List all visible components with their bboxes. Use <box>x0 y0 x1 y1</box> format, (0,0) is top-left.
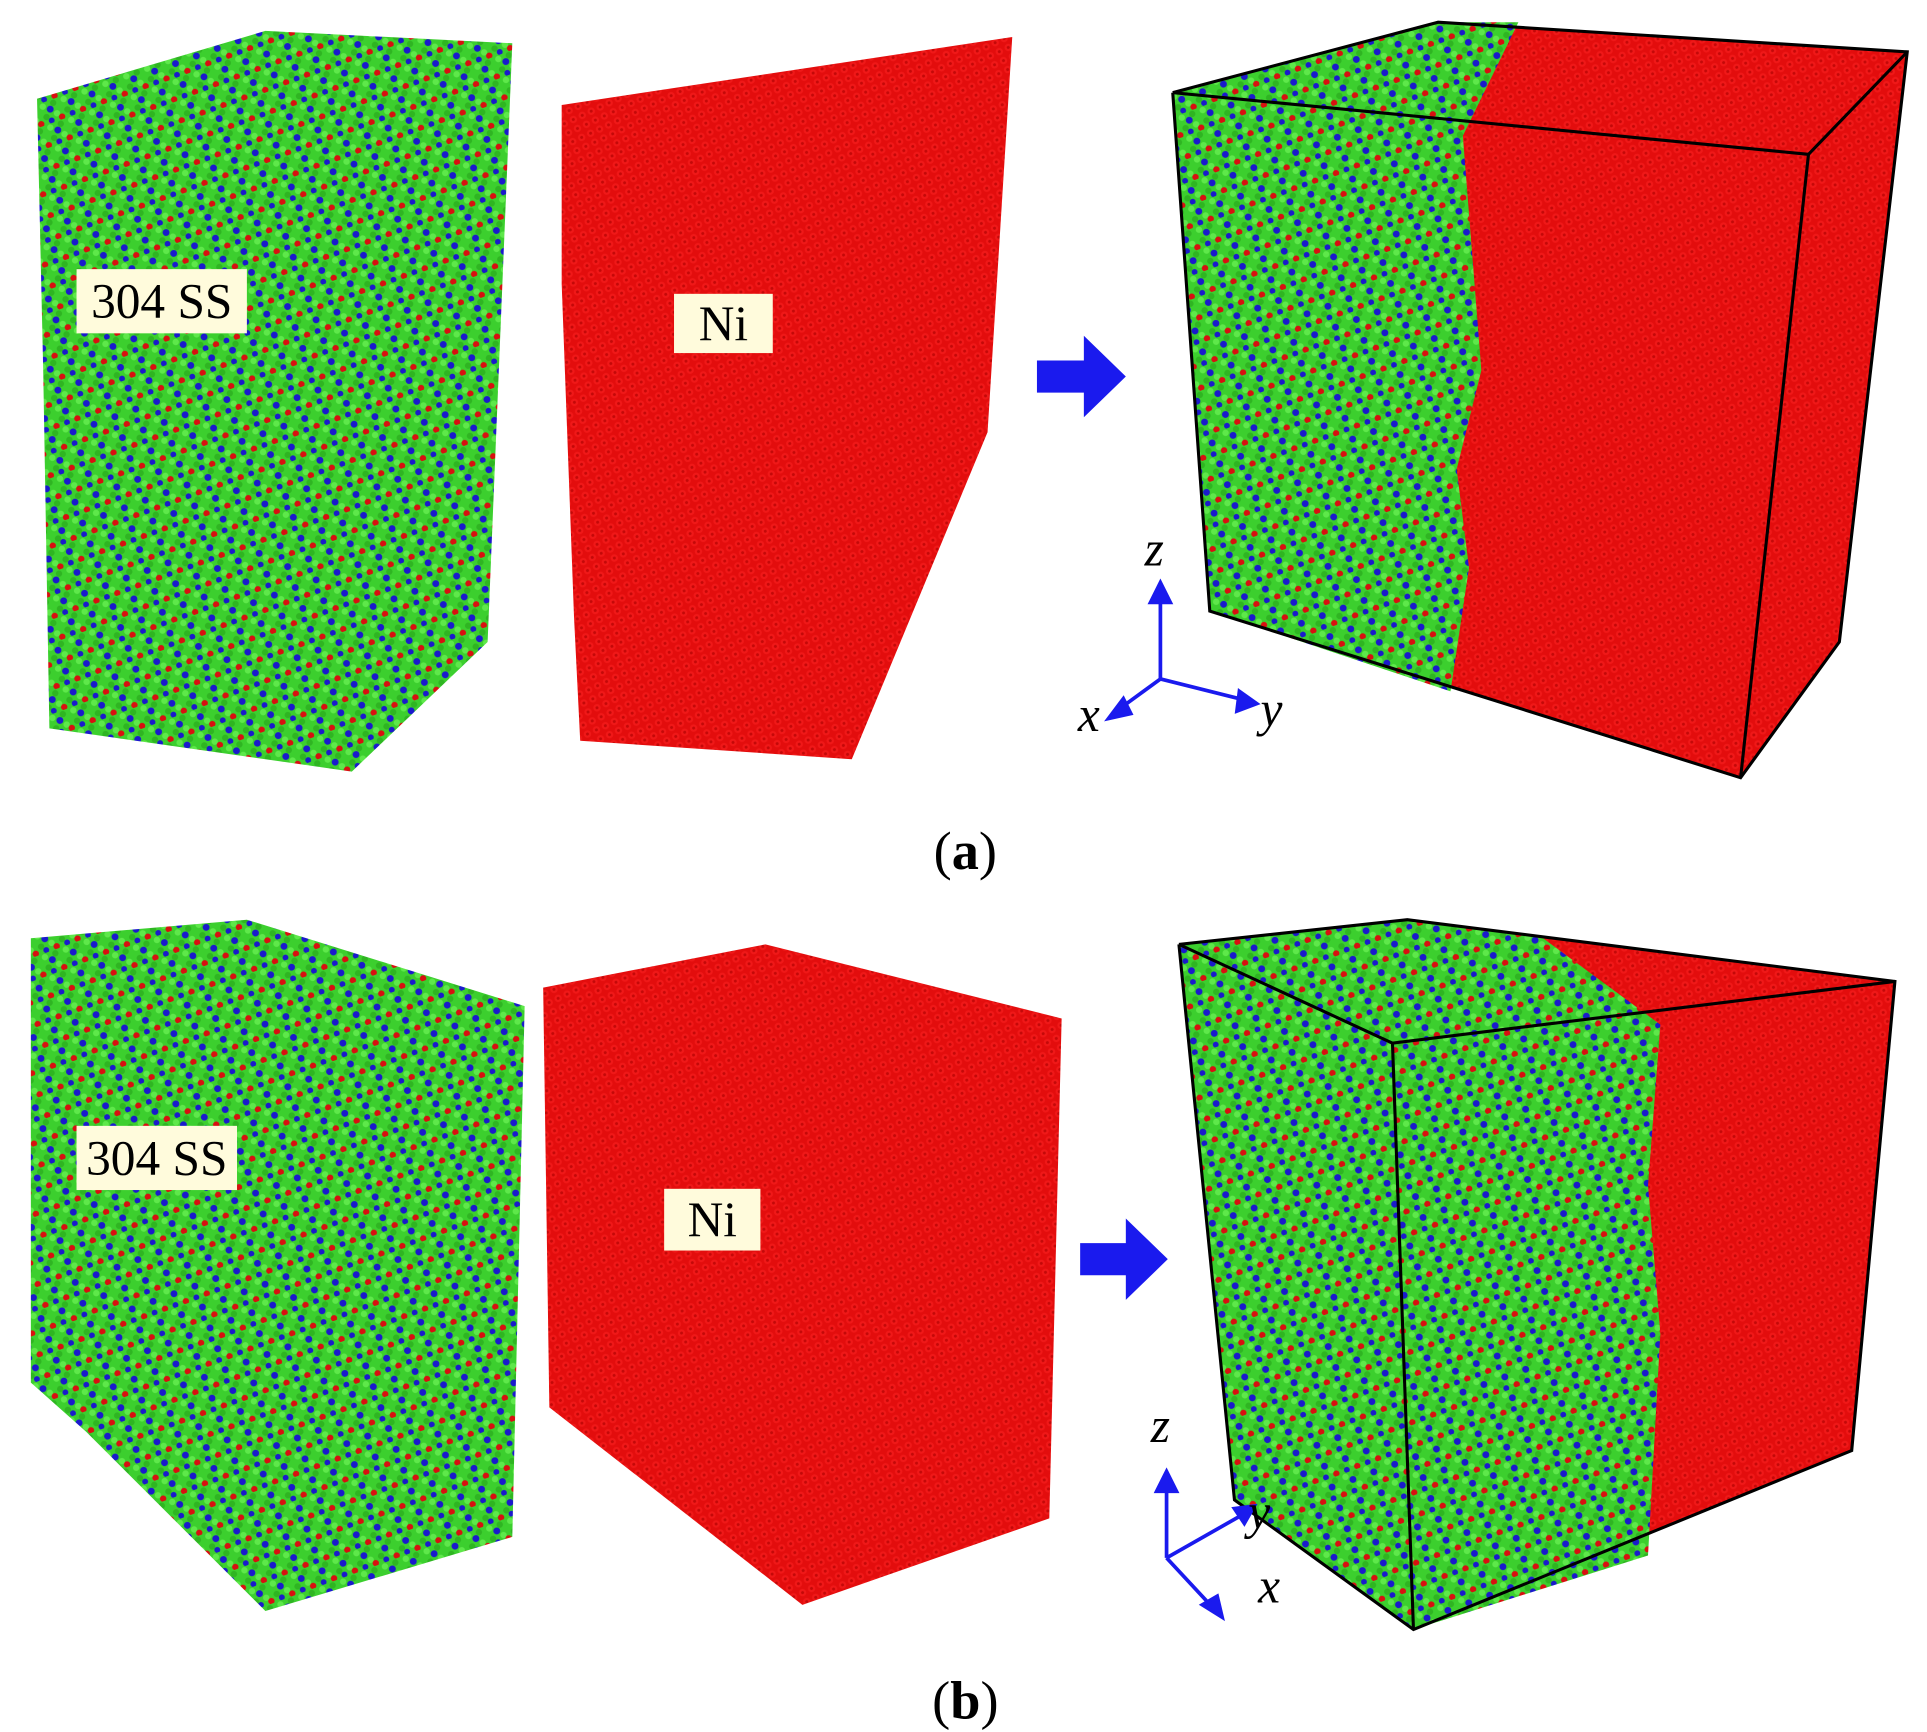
label-box <box>664 1188 761 1251</box>
ss-block <box>37 30 513 772</box>
box-edges <box>1177 918 1897 1632</box>
label: Ni <box>688 1192 737 1247</box>
caption-letter: a <box>952 821 979 881</box>
axis-triad <box>1153 1467 1258 1622</box>
combined-ss <box>1172 22 1519 692</box>
axis-label: y <box>1256 682 1283 737</box>
axis-label: x <box>1257 1558 1280 1613</box>
box-edges <box>1171 20 1909 780</box>
caption-close: ) <box>980 1670 998 1730</box>
caption-letter: b <box>950 1670 980 1730</box>
label-box <box>674 293 773 354</box>
ni-block <box>561 37 1013 760</box>
axis-label: y <box>1243 1484 1270 1539</box>
axis-triad <box>1104 578 1261 722</box>
label: Ni <box>699 296 748 351</box>
arrow <box>1080 1218 1168 1300</box>
label-box <box>76 269 247 334</box>
label-box <box>76 1125 238 1191</box>
axis-label: z <box>1144 521 1164 576</box>
ni-block <box>543 944 1062 1605</box>
caption-open: ( <box>934 821 952 881</box>
label: 304 SS <box>91 274 232 329</box>
axis-label: z <box>1150 1398 1170 1453</box>
panel-b: 304 SS Ni z x y (b) <box>30 918 1897 1730</box>
ss-block <box>30 919 525 1611</box>
panel-a: 304 SS Ni z x y (a) <box>37 20 1909 881</box>
caption: (b) <box>932 1670 998 1730</box>
axis-label: x <box>1077 687 1100 742</box>
combined-ss <box>1178 919 1661 1630</box>
label: 304 SS <box>86 1130 227 1185</box>
caption-open: ( <box>932 1670 950 1730</box>
caption-close: ) <box>979 821 997 881</box>
caption: (a) <box>934 821 997 881</box>
arrow <box>1036 335 1126 418</box>
